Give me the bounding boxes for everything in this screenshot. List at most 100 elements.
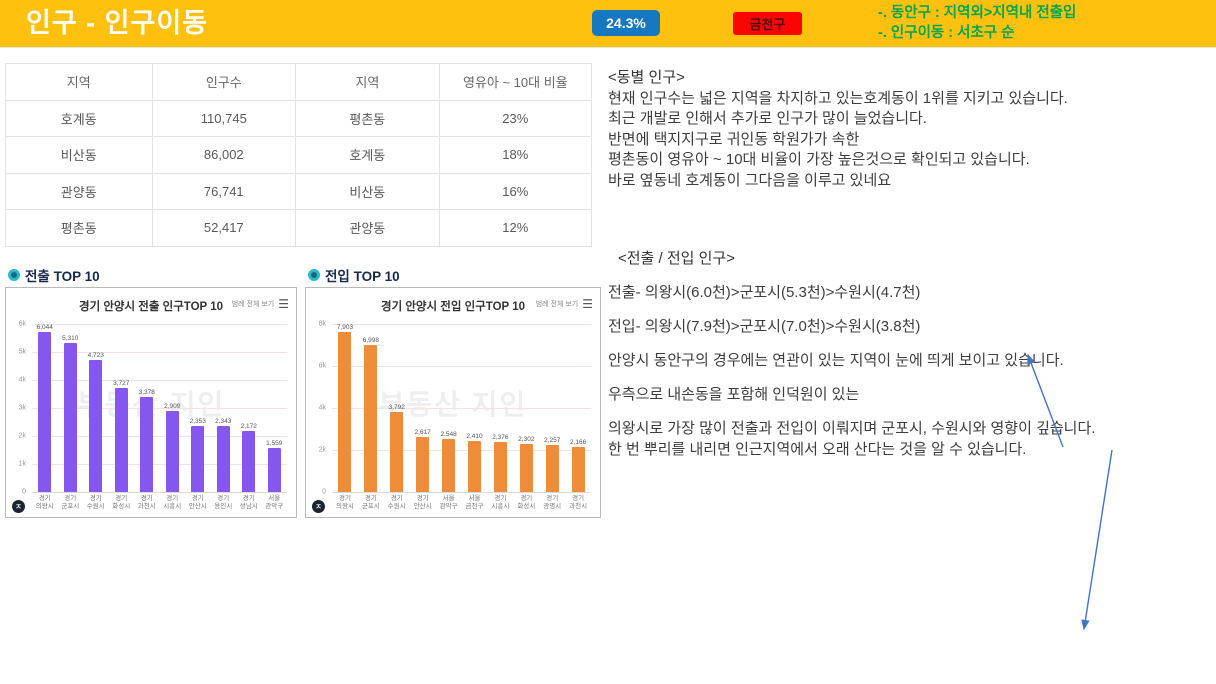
- bar[interactable]: [493, 442, 507, 492]
- bar-value-label: 2,909: [164, 402, 181, 410]
- bar-slot: 2,376: [487, 324, 513, 492]
- bar-slot: 2,302: [513, 324, 539, 492]
- commentary-line: 반면에 택지지구로 귀인동 학원가가 속한: [608, 130, 860, 148]
- x-tick-label: 서울 관악구: [439, 495, 458, 510]
- bar-slot: 2,343: [211, 324, 237, 492]
- bar-value-label: 6,998: [362, 337, 379, 345]
- annotation-arrow-down: [1081, 449, 1113, 631]
- bar[interactable]: [242, 431, 256, 492]
- gridline: [332, 324, 591, 325]
- column-header: 인구수: [151, 63, 297, 101]
- x-tick-label: 경기 의왕시: [35, 495, 54, 510]
- percent-badge: 24.3%: [592, 10, 660, 36]
- x-tick-label: 경기 시흥시: [491, 495, 510, 510]
- bar[interactable]: [191, 426, 205, 492]
- region-badge: 금천구: [733, 12, 802, 35]
- legend-link-text[interactable]: 범례 전체 보기: [535, 301, 579, 308]
- y-tick-label: 2k: [18, 432, 26, 440]
- bar[interactable]: [571, 446, 585, 492]
- bar-value-label: 4,723: [87, 351, 104, 359]
- x-tick-label: 경기 안산시: [413, 495, 432, 510]
- x-tick-label: 경기 성남시: [239, 495, 258, 510]
- gridline: [332, 366, 591, 367]
- commentary-move: <전출 / 전입 인구> 전출- 의왕시(6.0천)>군포시(5.3천)>수원시…: [608, 248, 1216, 473]
- bar-slot: 2,548: [436, 324, 462, 492]
- bar[interactable]: [519, 443, 533, 492]
- legend-link-text[interactable]: 범례 전체 보기: [231, 301, 275, 308]
- section-label-in: 전입 TOP 10: [308, 265, 400, 285]
- gridline: [32, 352, 287, 353]
- table-cell: 호계동: [5, 99, 153, 137]
- bar[interactable]: [267, 448, 281, 492]
- bar[interactable]: [338, 332, 352, 492]
- gridline: [332, 408, 591, 409]
- bar[interactable]: [89, 359, 103, 492]
- x-tick-label: 경기 용인시: [214, 495, 233, 510]
- bar-value-label: 2,410: [466, 433, 483, 441]
- bar[interactable]: [140, 397, 154, 492]
- legend-toggle[interactable]: 범례 전체 보기 ☰: [227, 297, 289, 311]
- column-header: 영유아 ~ 10대 비율: [438, 63, 593, 101]
- bar[interactable]: [467, 441, 481, 492]
- commentary-dong: <동별 인구> 현재 인구수는 넓은 지역을 차지하고 있는호계동이 1위를 지…: [608, 68, 1208, 191]
- bar-value-label: 2,257: [544, 436, 561, 444]
- bar-slot: 6,998: [358, 324, 384, 492]
- bar-slot: 2,166: [565, 324, 591, 492]
- bar[interactable]: [114, 387, 128, 492]
- y-tick-label: 6k: [18, 320, 26, 328]
- commentary-line: 현재 인구수는 넓은 지역을 차지하고 있는호계동이 1위를 지키고 있습니다.: [608, 89, 1068, 107]
- bar[interactable]: [63, 343, 77, 492]
- gridline: [332, 450, 591, 451]
- table-cell: 평촌동: [295, 99, 440, 137]
- table-header-row: 지역 인구수 지역 영유아 ~ 10대 비율: [5, 63, 593, 101]
- bar[interactable]: [416, 437, 430, 492]
- bar-slot: 2,909: [160, 324, 186, 492]
- bar[interactable]: [165, 410, 179, 492]
- bar-value-label: 2,166: [569, 438, 587, 446]
- bar-value-label: 2,548: [440, 430, 457, 438]
- x-tick-label: 경기 과천시: [137, 495, 156, 510]
- header-notes: -. 동안구 : 지역외>지역내 전출입 -. 인구이동 : 서초구 순: [878, 4, 1076, 43]
- bar-value-label: 2,302: [518, 435, 535, 443]
- legend-toggle[interactable]: 범례 전체 보기 ☰: [531, 297, 593, 311]
- bar[interactable]: [38, 332, 52, 492]
- table-cell: 관양동: [5, 172, 153, 210]
- chart-title: 경기 안양시 전입 인구TOP 10: [380, 301, 525, 313]
- bar[interactable]: [364, 345, 378, 492]
- bar-value-label: 7,903: [336, 324, 354, 331]
- bar-slot: 2,410: [462, 324, 488, 492]
- bar-value-label: 2,343: [215, 418, 232, 426]
- bar[interactable]: [390, 412, 404, 492]
- x-tick-label: 경기 군포시: [361, 495, 380, 510]
- section-label-out: 전출 TOP 10: [8, 265, 100, 285]
- bar[interactable]: [216, 426, 230, 492]
- bar[interactable]: [545, 444, 559, 492]
- menu-icon[interactable]: ☰: [582, 297, 593, 311]
- bar-slot: 6,044: [32, 324, 58, 492]
- y-tick-label: 5k: [18, 348, 26, 356]
- bar-value-label: 3,727: [113, 379, 130, 387]
- section-label-text: 전출 TOP 10: [25, 269, 100, 284]
- table-cell: 비산동: [5, 136, 153, 174]
- table-row: 비산동 86,002 호계동 18%: [5, 136, 593, 174]
- x-tick-label: 경기 수원시: [86, 495, 105, 510]
- bar[interactable]: [442, 438, 456, 492]
- page-title: 인구 - 인구이동: [26, 8, 209, 38]
- y-tick-label: 0: [322, 488, 326, 496]
- x-tick-label: 경기 광명시: [543, 495, 562, 510]
- bar-slot: 5,310: [58, 324, 84, 492]
- x-tick-label: 경기 의왕시: [335, 495, 354, 510]
- table-cell: 52,417: [151, 209, 297, 247]
- menu-icon[interactable]: ☰: [278, 297, 289, 311]
- y-axis: 6k 5k 4k 3k 2k 1k 0: [6, 320, 30, 496]
- bar-slot: 4,723: [83, 324, 109, 492]
- table-cell: 86,002: [151, 136, 297, 174]
- y-tick-label: 0: [22, 488, 26, 496]
- x-tick-label: 경기 군포시: [61, 495, 80, 510]
- table-cell: 23%: [438, 99, 593, 137]
- table-cell: 12%: [438, 209, 593, 247]
- table-row: 평촌동 52,417 관양동 12%: [5, 209, 593, 247]
- bar-slot: 2,172: [236, 324, 262, 492]
- chart-card-in: 경기 안양시 전입 인구TOP 10 범례 전체 보기 ☰ 부동산 지인 8k 6…: [305, 287, 601, 518]
- commentary-line: 바로 옆동네 호계동이 그다음을 이루고 있네요: [608, 171, 892, 189]
